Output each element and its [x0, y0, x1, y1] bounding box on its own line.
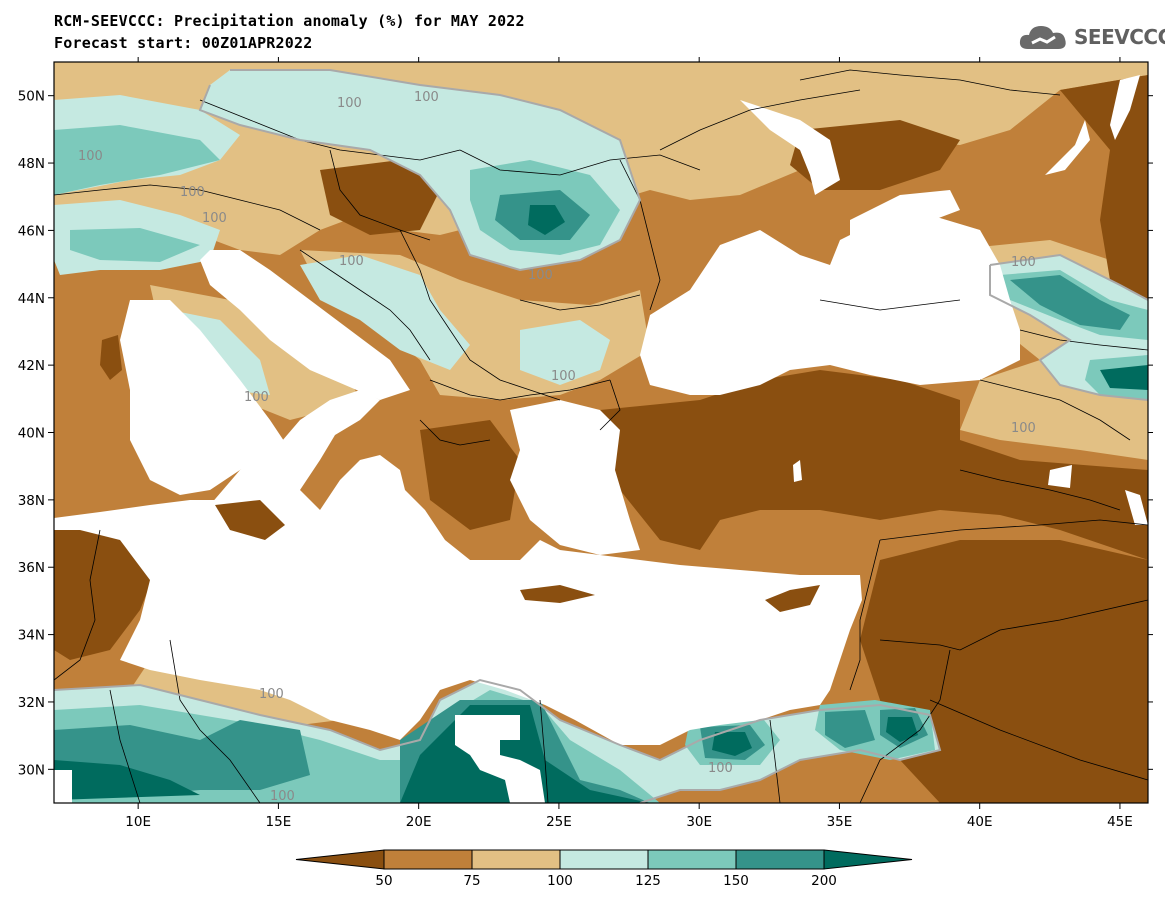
y-tick-label: 42N — [18, 358, 45, 374]
y-tick-label: 40N — [18, 426, 45, 442]
sardinia — [92, 395, 130, 465]
contour-100 — [54, 69, 1148, 803]
contour-label: 100 — [270, 789, 295, 804]
contour-labels: 100 100 100 100 100 100 100 100 100 100 … — [78, 90, 1036, 804]
no-data-area — [54, 770, 72, 803]
sicily — [215, 500, 285, 540]
anomaly-region — [70, 228, 200, 262]
x-tick-label: 20E — [406, 814, 432, 830]
anomaly-region — [712, 732, 752, 756]
forecast-start-label: Forecast start: 00Z01APR2022 — [54, 34, 313, 52]
colorbar: 50 75 100 125 150 200 — [295, 849, 913, 889]
anomaly-region — [320, 160, 440, 235]
anomaly-region — [420, 420, 520, 530]
anomaly-region — [54, 125, 220, 195]
y-tick-label: 34N — [18, 628, 45, 644]
y-tick-label: 38N — [18, 493, 45, 509]
country-borders — [54, 69, 1148, 803]
contour-label: 100 — [339, 254, 364, 269]
colorbar-label: 75 — [463, 873, 480, 889]
x-tick-label: 30E — [686, 814, 712, 830]
mediterranean-sea — [54, 390, 862, 745]
anomaly-region — [54, 760, 200, 800]
corsica — [100, 335, 122, 380]
anomaly-region — [1010, 275, 1130, 330]
y-axis: 50N 48N 46N 44N 42N 40N 38N 36N 34N 32N 30N — [18, 89, 1153, 778]
map-title: RCM-SEEVCCC: Precipitation anomaly (%) f… — [54, 12, 525, 30]
contour-label: 100 — [1011, 255, 1036, 270]
x-tick-label: 15E — [266, 814, 292, 830]
x-tick-label: 40E — [967, 814, 993, 830]
cyprus — [765, 585, 820, 612]
y-tick-label: 50N — [18, 89, 45, 105]
azov-sea — [850, 190, 960, 240]
contour-label: 100 — [78, 149, 103, 164]
seevccc-logo: SEEVCCC — [1018, 22, 1165, 52]
colorbar-label: 200 — [811, 873, 837, 889]
anomaly-region — [300, 255, 470, 370]
x-tick-label: 10E — [125, 814, 151, 830]
cloud-icon — [1019, 26, 1066, 49]
contour-label: 100 — [337, 96, 362, 111]
contour-label: 100 — [259, 687, 284, 702]
x-tick-label: 45E — [1107, 814, 1133, 830]
x-tick-label: 35E — [827, 814, 853, 830]
contour-label: 100 — [708, 761, 733, 776]
no-data-area — [455, 715, 545, 803]
crete — [520, 585, 595, 603]
y-tick-label: 48N — [18, 156, 45, 172]
anomaly-region — [54, 525, 160, 660]
logo-text: SEEVCCC — [1074, 25, 1165, 49]
colorbar-box — [559, 849, 649, 870]
adriatic-sea — [200, 250, 410, 400]
y-tick-label: 32N — [18, 695, 45, 711]
x-tick-label: 25E — [546, 814, 572, 830]
y-tick-label: 46N — [18, 223, 45, 239]
colorbar-box — [647, 849, 737, 870]
caspian-sea — [1125, 490, 1148, 525]
anomaly-region — [600, 370, 1148, 560]
anomaly-region — [520, 320, 610, 385]
colorbar-box — [735, 849, 825, 870]
y-tick-label: 36N — [18, 560, 45, 576]
y-tick-label: 44N — [18, 291, 45, 307]
colorbar-label: 50 — [375, 873, 392, 889]
no-data-area — [740, 100, 840, 195]
aegean-sea — [510, 400, 640, 555]
black-sea — [640, 215, 1020, 395]
colorbar-box — [471, 849, 561, 870]
contour-label: 100 — [1011, 421, 1036, 436]
colorbar-label: 100 — [547, 873, 573, 889]
colorbar-low-triangle — [295, 849, 385, 870]
anomaly-region — [886, 717, 918, 742]
x-axis: 10E 15E 20E 25E 30E 35E 40E 45E — [125, 57, 1133, 830]
anomaly-region — [528, 205, 565, 235]
no-data-area — [1045, 120, 1090, 175]
anomaly-region — [1100, 365, 1148, 390]
no-data-area — [793, 460, 802, 482]
colorbar-label: 150 — [723, 873, 749, 889]
contour-label: 100 — [244, 390, 269, 405]
no-data-area — [1110, 75, 1140, 140]
colorbar-label: 125 — [635, 873, 661, 889]
anomaly-region — [1060, 75, 1148, 300]
anomaly-region — [825, 710, 875, 748]
contour-label: 100 — [551, 369, 576, 384]
anomaly-field — [54, 62, 1148, 803]
y-tick-label: 30N — [18, 762, 45, 778]
contour-label: 100 — [202, 211, 227, 226]
tyrrhenian-sea — [120, 300, 290, 495]
contour-label: 100 — [180, 185, 205, 200]
contour-label: 100 — [414, 90, 439, 105]
contour-label: 100 — [528, 268, 553, 283]
colorbar-high-triangle — [823, 849, 913, 870]
colorbar-box — [383, 849, 473, 870]
no-data-area — [1048, 465, 1072, 488]
